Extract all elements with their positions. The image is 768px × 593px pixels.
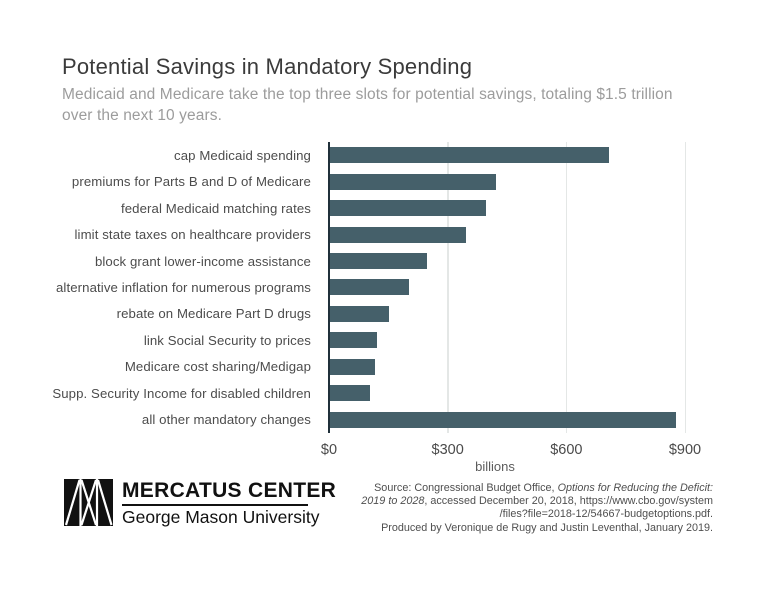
category-label: Medicare cost sharing/Medigap [124,359,311,375]
bar-chart: cap Medicaid spending premiums for Parts … [0,142,768,433]
subtitle-line-2: over the next 10 years. [62,107,222,124]
x-axis-label: billions [475,459,515,474]
bar-row: premiums for Parts B and D of Medicare [0,168,768,194]
bar-track [320,327,768,353]
bar [330,279,410,296]
subtitle-line-1: Medicaid and Medicare take the top three… [62,86,673,103]
source-line: 2019 to 2028, accessed December 20, 2018… [361,495,713,508]
source-citation: Source: Congressional Budget Office, Opt… [293,482,713,535]
category-label: limit state taxes on healthcare provider… [74,227,311,243]
bar-row: Supp. Security Income for disabled child… [0,380,768,406]
bar-row: block grant lower-income assistance [0,248,768,274]
category-label: link Social Security to prices [143,332,311,348]
x-tick-label: $0 [320,442,338,458]
logo-org-name: MERCATUS CENTER [122,479,337,502]
bar-track [320,168,768,194]
bar-track [320,195,768,221]
bar-row: limit state taxes on healthcare provider… [0,221,768,247]
bar [330,200,487,217]
bar [330,253,427,270]
logo-university-name: George Mason University [122,507,320,527]
bar [330,226,467,243]
bar-track [320,407,768,433]
bar-track [320,301,768,327]
bar-row: link Social Security to prices [0,327,768,353]
category-label: block grant lower-income assistance [94,253,311,269]
chart-title: Potential Savings in Mandatory Spending [62,54,473,79]
gridline [447,142,449,433]
x-tick-label: $300 [431,442,464,458]
category-label: alternative inflation for numerous progr… [56,279,311,295]
category-label: federal Medicaid matching rates [120,200,311,216]
bar-row: Medicare cost sharing/Medigap [0,354,768,380]
bar [330,173,497,190]
x-tick-label: $600 [550,442,583,458]
category-label: Supp. Security Income for disabled child… [52,385,311,401]
category-label: cap Medicaid spending [174,147,311,163]
bar [330,385,370,402]
gridline [684,142,686,433]
bar-row: all other mandatory changes [0,407,768,433]
bar [330,332,378,349]
bar [330,147,609,164]
bar [330,358,376,375]
gridline-layer [0,142,768,433]
source-line: /files?file=2018-12/54667-budgetoptions.… [499,508,713,521]
category-label: rebate on Medicare Part D drugs [116,306,311,322]
bar-row: federal Medicaid matching rates [0,195,768,221]
bar-track [320,380,768,406]
bar-track [320,142,768,168]
bar-track [320,221,768,247]
mercatus-logo-mark-icon [64,479,113,526]
mercatus-logo: MERCATUS CENTER George Mason University [122,480,336,527]
chart-subtitle: Medicaid and Medicare take the top three… [62,84,742,126]
category-label: premiums for Parts B and D of Medicare [71,174,311,190]
bar [330,305,390,322]
bar-track [320,354,768,380]
y-axis-line [328,142,330,433]
source-line: Produced by Veronique de Rugy and Justin… [381,521,713,534]
category-label: all other mandatory changes [141,412,311,428]
bar-row: rebate on Medicare Part D drugs [0,301,768,327]
bar [330,411,677,428]
bar-track [320,274,768,300]
source-line: Source: Congressional Budget Office, Opt… [374,482,713,494]
logo-divider [122,504,308,506]
bar-row: cap Medicaid spending [0,142,768,168]
bar-row: alternative inflation for numerous progr… [0,274,768,300]
bar-rows: cap Medicaid spending premiums for Parts … [0,142,768,433]
gridline [565,142,568,433]
bar-track [320,248,768,274]
x-tick-label: $900 [668,442,702,458]
